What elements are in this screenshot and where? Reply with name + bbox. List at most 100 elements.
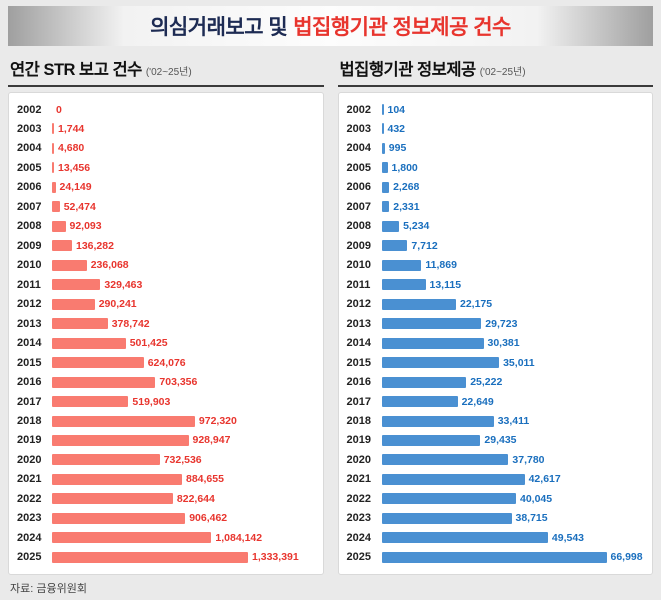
- bar: [381, 376, 467, 388]
- bar-row: 2019 29,435: [347, 431, 645, 450]
- year-label: 2018: [346, 415, 371, 427]
- bar-row: 2005 13,456: [17, 158, 315, 177]
- bar: [381, 142, 385, 154]
- bar-row: 2006 2,268: [347, 178, 645, 197]
- bar: [52, 259, 87, 271]
- value-label: 29,723: [485, 317, 518, 330]
- bar: [381, 259, 422, 271]
- bar: [381, 532, 548, 544]
- year-label: 2004: [346, 142, 371, 155]
- bar-row: 2010 11,869: [347, 256, 645, 275]
- bar-row: 2012 22,175: [347, 295, 645, 314]
- bar-row: 2015 35,011: [347, 353, 645, 372]
- law-enforcement-panel: 법집행기관 정보제공 ('02~25년) 2002 104 2003 432 2004 9…: [337, 54, 653, 575]
- year-label: 2017: [17, 395, 42, 408]
- value-label: 501,425: [129, 337, 168, 350]
- bar-row: 2003 1,744: [17, 119, 315, 138]
- source-note: 자료: 금융위원회: [10, 583, 87, 595]
- year-label: 2023: [17, 512, 42, 525]
- year-label: 2023: [346, 512, 371, 525]
- value-label: 822,644: [176, 492, 215, 505]
- bar: [381, 104, 384, 115]
- value-label: 519,903: [132, 395, 171, 408]
- year-label: 2021: [17, 473, 42, 486]
- value-label: 66,998: [610, 551, 643, 564]
- bar-row: 2014 501,425: [17, 334, 315, 353]
- bar-row: 2017 519,903: [17, 392, 315, 411]
- bar: [381, 298, 456, 310]
- bar-row: 2007 52,474: [17, 197, 315, 216]
- bar: [381, 201, 390, 213]
- bar: [52, 415, 195, 427]
- value-label: 13,115: [429, 278, 462, 291]
- bar-row: 2025 66,998: [347, 548, 645, 567]
- value-label: 906,462: [189, 512, 228, 525]
- title-part-navy: 의심거래보고 및: [150, 16, 288, 39]
- value-label: 290,241: [98, 298, 137, 311]
- year-label: 2018: [17, 415, 42, 427]
- bar: [52, 493, 173, 505]
- law-chart-card: 2002 104 2003 432 2004 995 2005 1,800 2006 2,268 2…: [337, 92, 653, 575]
- bar: [381, 473, 525, 485]
- value-label: 1,800: [391, 161, 418, 174]
- bar-row: 2017 22,649: [347, 392, 645, 411]
- value-label: 49,543: [551, 531, 585, 544]
- value-label: 1,333,391: [252, 551, 299, 564]
- bar: [381, 337, 484, 349]
- year-label: 2009: [346, 239, 371, 252]
- law-bar-rows: 2002 104 2003 432 2004 995 2005 1,800 2006 2,268 2…: [347, 100, 645, 567]
- bar: [381, 162, 388, 174]
- year-label: 2010: [346, 259, 371, 272]
- value-label: 4,680: [58, 142, 85, 155]
- law-panel-subtitle: ('02~25년): [479, 67, 526, 78]
- year-label: 2011: [17, 278, 41, 291]
- value-label: 928,947: [192, 434, 231, 447]
- bar-row: 2008 5,234: [347, 217, 645, 236]
- value-label: 22,649: [461, 395, 494, 408]
- year-label: 2003: [17, 122, 42, 135]
- value-label: 884,655: [186, 473, 224, 486]
- str-chart-card: 2002 0 2003 1,744 2004 4,680 2005 13,456 2006 24,…: [8, 92, 324, 575]
- value-label: 2,331: [393, 200, 420, 213]
- value-label: 624,076: [147, 356, 186, 369]
- bar-row: 2009 136,282: [17, 236, 315, 255]
- bar-row: 2020 37,780: [347, 450, 645, 469]
- value-label: 25,222: [470, 376, 503, 389]
- bar: [52, 279, 101, 291]
- year-label: 2017: [346, 395, 371, 408]
- bar: [52, 298, 95, 310]
- bar-row: 2023 906,462: [17, 509, 315, 528]
- bar-row: 2002 0: [17, 100, 315, 119]
- chart-panels: 연간 STR 보고 건수 ('02~25년) 2002 0 2003 1,744 200…: [8, 54, 653, 575]
- value-label: 104: [387, 103, 406, 116]
- bar: [52, 162, 54, 174]
- bar: [52, 376, 156, 388]
- year-label: 2024: [17, 531, 42, 544]
- bar: [381, 396, 458, 408]
- year-label: 2009: [17, 239, 42, 252]
- year-label: 2014: [346, 337, 371, 350]
- year-label: 2016: [346, 376, 371, 389]
- bar: [381, 434, 481, 446]
- year-label: 2022: [346, 492, 371, 505]
- bar: [381, 454, 509, 466]
- year-label: 2022: [17, 492, 42, 505]
- bar-row: 2020 732,536: [17, 450, 315, 469]
- value-label: 1,744: [58, 122, 85, 135]
- value-label: 732,536: [163, 453, 202, 466]
- bar: [381, 123, 384, 135]
- value-label: 7,712: [411, 239, 438, 252]
- value-label: 995: [388, 142, 407, 155]
- year-label: 2002: [17, 103, 42, 116]
- bar: [52, 434, 189, 446]
- year-label: 2012: [346, 298, 371, 311]
- bar-row: 2003 432: [347, 119, 645, 138]
- bar: [381, 415, 494, 427]
- year-label: 2002: [346, 103, 371, 116]
- value-label: 52,474: [63, 200, 96, 213]
- value-label: 38,715: [515, 512, 548, 525]
- bar-row: 2016 703,356: [17, 373, 315, 392]
- value-label: 42,617: [528, 473, 561, 486]
- value-label: 11,869: [425, 259, 457, 272]
- bar-row: 2018 972,320: [17, 412, 315, 431]
